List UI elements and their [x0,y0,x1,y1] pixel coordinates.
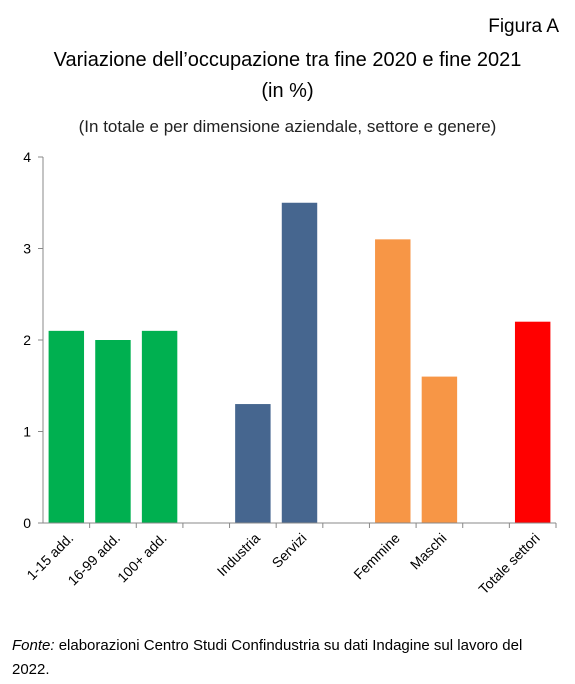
source-note: Fonte: elaborazioni Centro Studi Confind… [12,634,564,682]
source-text: elaborazioni Centro Studi Confindustria … [12,637,523,678]
x-tick-label: Maschi [407,530,450,573]
chart-title-line2: (in %) [261,80,314,102]
bar [514,321,551,523]
x-axis: 1-15 add.16-99 add.100+ add. Industria Ser… [23,522,557,597]
bar [375,239,411,523]
x-tick-label: Industria [214,530,263,579]
x-tick-label: Servizi [269,530,310,571]
x-tick-label: Totale settori [475,530,542,597]
source-lead: Fonte: [12,637,55,654]
y-tick-label: 1 [23,424,31,440]
y-tick-label: 2 [23,332,31,348]
y-axis: 0 1 2 3 4 [23,149,44,531]
y-tick-label: 4 [23,149,31,165]
y-tick-label: 0 [23,515,31,531]
y-tick-label: 3 [23,241,31,257]
bar [141,330,178,523]
chart-title-line1: Variazione dell’occupazione tra fine 202… [53,49,522,71]
bar [235,404,271,523]
bar [95,340,131,523]
x-tick-label: Femmine [350,530,403,583]
figure-label: Figura A [488,16,559,37]
bar [48,330,85,523]
bar [281,202,318,523]
x-tick-label: 100+ add. [114,530,170,586]
bar [421,376,458,523]
chart-subtitle: (In totale e per dimensione aziendale, s… [78,117,497,136]
bars [48,202,551,523]
